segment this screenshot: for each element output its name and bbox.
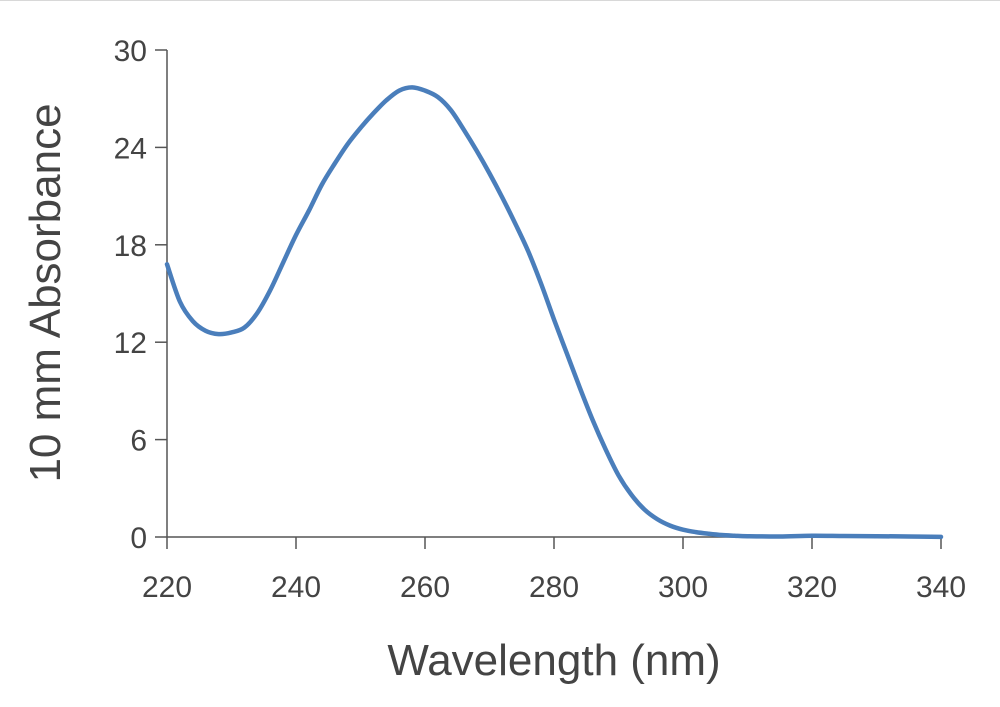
x-tick-label: 320 bbox=[787, 571, 837, 604]
x-tick-label: 280 bbox=[529, 571, 579, 604]
series-group bbox=[164, 85, 944, 540]
y-tick-label: 24 bbox=[114, 132, 147, 165]
y-tick-label: 12 bbox=[114, 327, 147, 360]
x-tick-label: 240 bbox=[271, 571, 321, 604]
y-axis: 0 6 12 18 24 30 bbox=[114, 35, 168, 555]
absorbance-series-line bbox=[164, 85, 944, 540]
x-tick-label: 340 bbox=[916, 571, 966, 604]
x-tick-label: 300 bbox=[658, 571, 708, 604]
y-tick-label: 18 bbox=[114, 230, 147, 263]
y-tick-label: 6 bbox=[130, 425, 147, 458]
y-tick-label: 0 bbox=[130, 522, 147, 555]
x-axis-title: Wavelength (nm) bbox=[387, 636, 720, 685]
y-tick-label: 30 bbox=[114, 35, 147, 68]
x-axis: 220 240 260 280 300 320 340 bbox=[142, 536, 966, 604]
x-tick-label: 260 bbox=[400, 571, 450, 604]
y-axis-title: 10 mm Absorbance bbox=[21, 103, 70, 482]
x-tick-label: 220 bbox=[142, 571, 192, 604]
